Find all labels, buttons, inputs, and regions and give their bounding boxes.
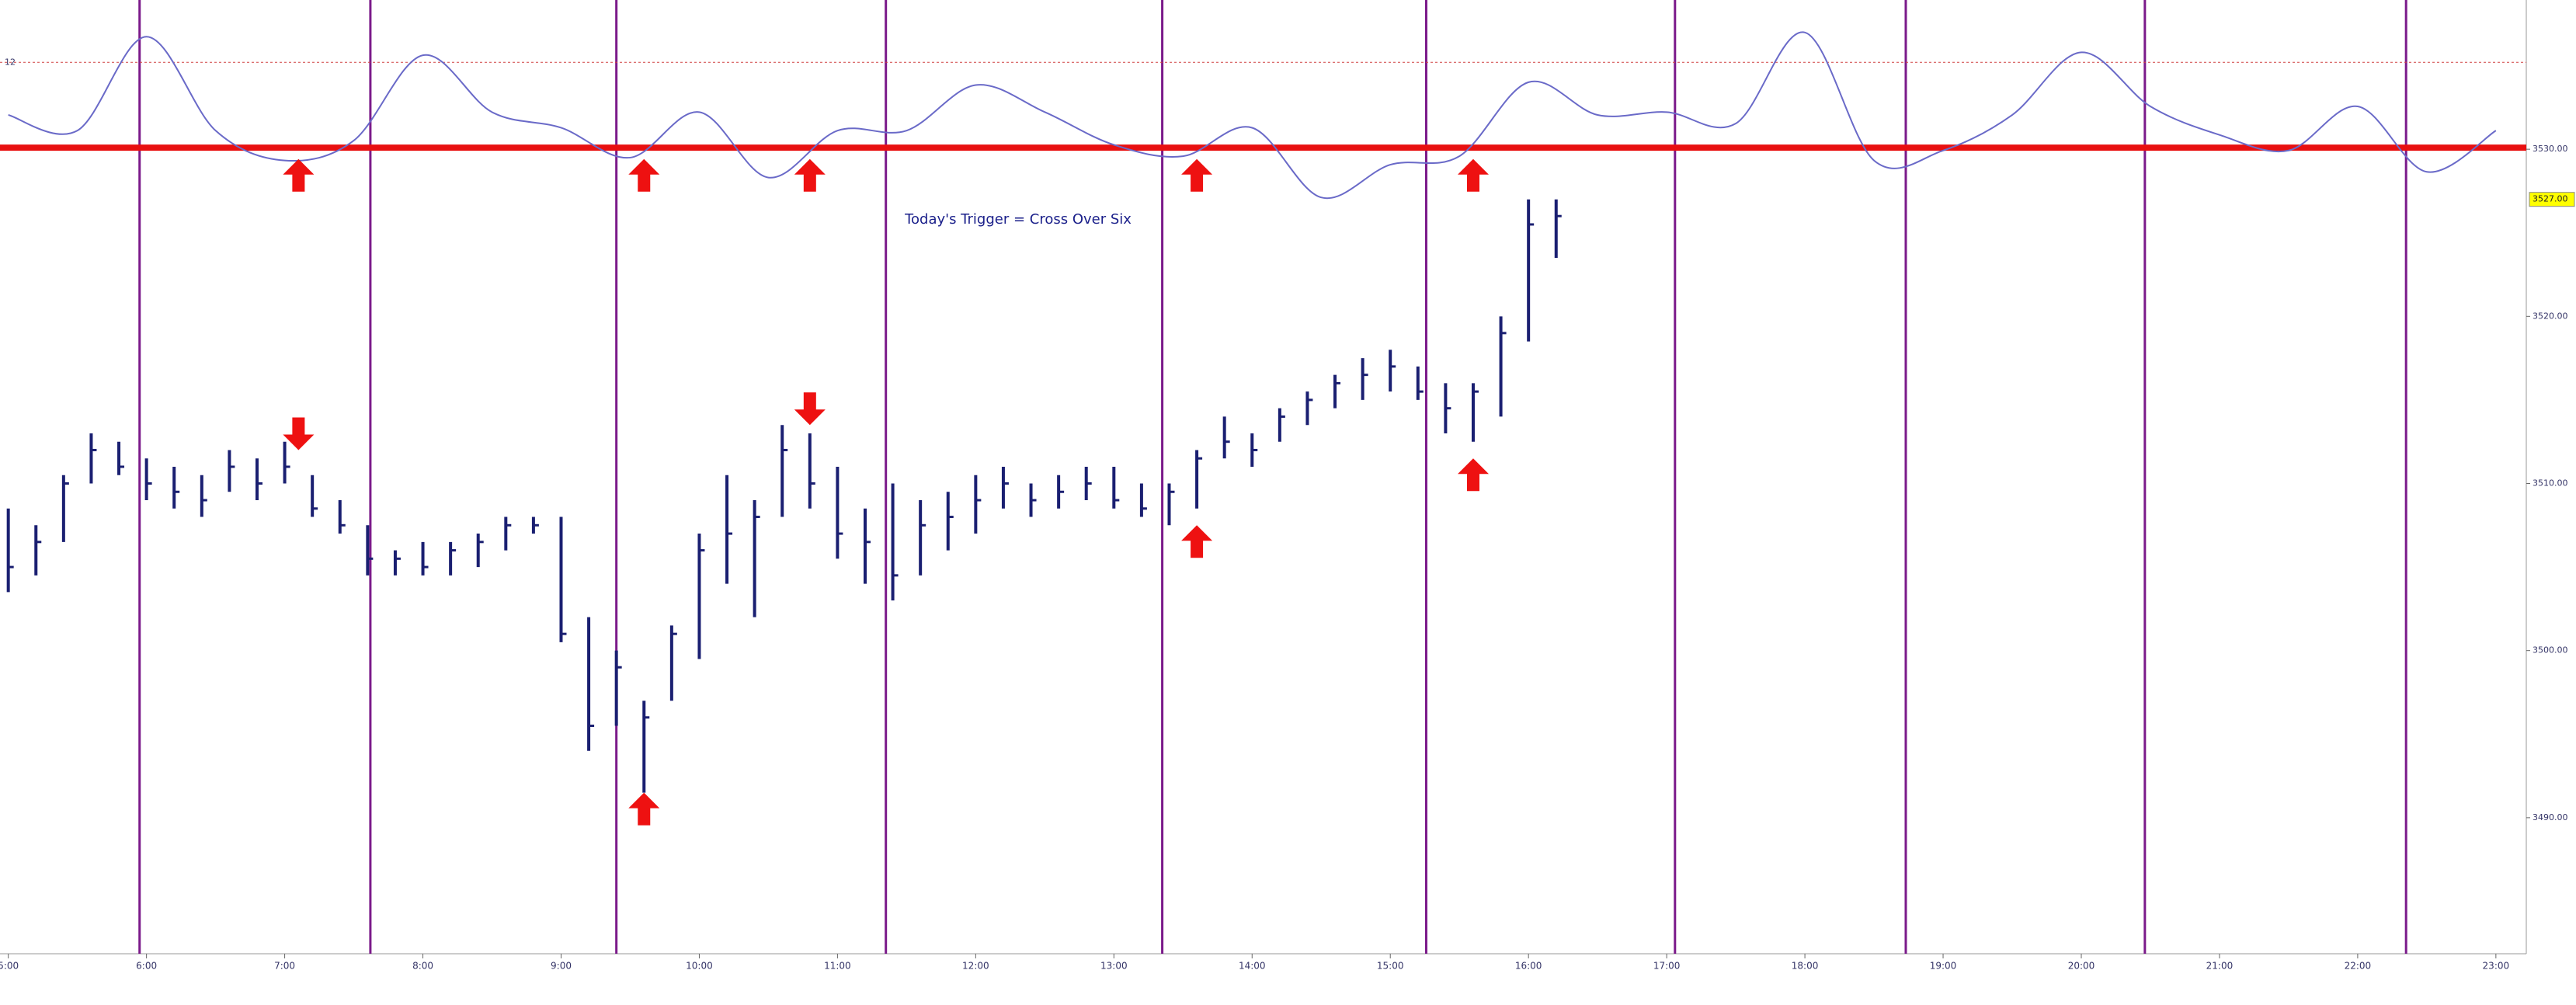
x-tick-label: 10:00 (686, 961, 713, 972)
x-tick-label: 21:00 (2206, 961, 2234, 972)
x-tick-label: 6:00 (136, 961, 157, 972)
y-tick-label: 3530.00 (2533, 144, 2568, 154)
x-tick-label: 14:00 (1239, 961, 1266, 972)
signal-arrow (1181, 158, 1213, 192)
x-tick-label: 16:00 (1515, 961, 1542, 972)
y-tick-label: 3500.00 (2533, 645, 2568, 656)
x-tick-label: 5:00 (0, 961, 19, 972)
y-tick-label: 3520.00 (2533, 311, 2568, 321)
signal-arrow (628, 792, 660, 826)
last-price-tag (2529, 192, 2575, 207)
oscillator-line (8, 31, 2497, 200)
x-tick-label: 7:00 (274, 961, 295, 972)
y-tick-label: 3490.00 (2533, 812, 2568, 822)
signal-arrow (794, 158, 826, 192)
x-tick-label: 13:00 (1100, 961, 1128, 972)
signal-arrow (1457, 458, 1489, 492)
x-tick-label: 12:00 (962, 961, 989, 972)
x-tick-label: 22:00 (2345, 961, 2372, 972)
signal-arrow (794, 392, 826, 426)
signal-arrow (1457, 158, 1489, 192)
x-tick-label: 17:00 (1653, 961, 1681, 972)
annotation: Today's Trigger = Cross Over Six (904, 211, 1132, 228)
x-tick-label: 15:00 (1377, 961, 1404, 972)
y2-tick-label: 12 (5, 57, 16, 67)
x-tick-label: 11:00 (824, 961, 851, 972)
y-tick-label: 3510.00 (2533, 478, 2568, 489)
x-tick-label: 9:00 (551, 961, 572, 972)
x-tick-label: 8:00 (412, 961, 433, 972)
x-tick-label: 18:00 (1792, 961, 1819, 972)
last-price-label: 3527.00 (2533, 194, 2568, 204)
signal-arrow (283, 417, 315, 450)
signal-arrow (1181, 525, 1213, 558)
x-tick-label: 23:00 (2483, 961, 2510, 972)
x-tick-label: 19:00 (1930, 961, 1957, 972)
x-tick-label: 20:00 (2068, 961, 2095, 972)
signal-arrow (283, 158, 315, 192)
signal-arrow (628, 158, 660, 192)
